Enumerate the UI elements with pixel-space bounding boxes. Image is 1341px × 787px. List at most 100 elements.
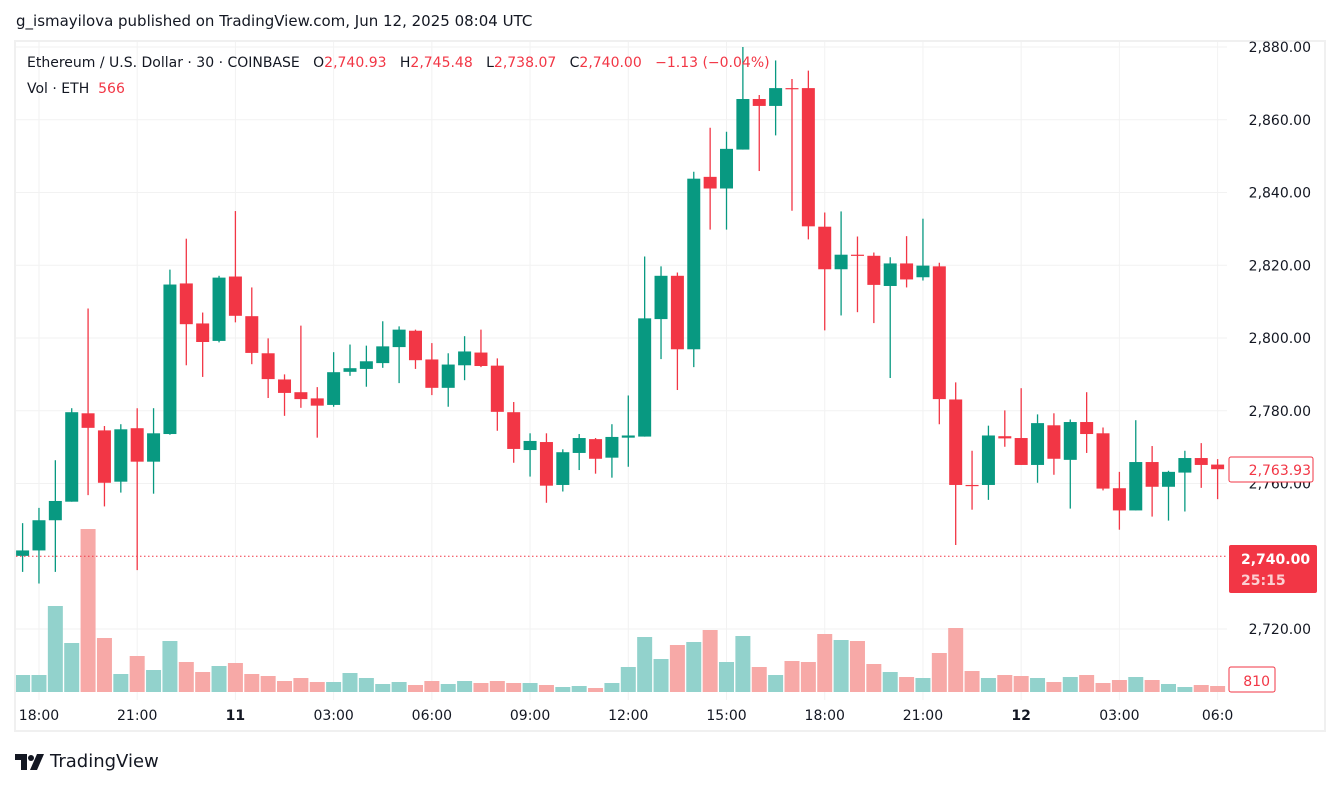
time-tick-label: 18:00 [19,708,59,724]
last-close-value: 2,763.93 [1249,463,1311,479]
candle-down[interactable] [97,426,111,507]
candle-up[interactable] [114,424,128,493]
current-price-label: 2,740.00 25:15 [1229,545,1317,593]
candle-up[interactable] [916,218,930,281]
candle-down[interactable] [1080,392,1094,453]
candle-up[interactable] [834,211,848,316]
candle-body [278,379,292,393]
candle-down[interactable] [490,358,504,431]
volume-bar [604,683,620,692]
candle-body [114,429,128,482]
candle-down[interactable] [408,329,422,369]
candle-down[interactable] [474,329,488,368]
candle-up[interactable] [376,321,390,368]
candle-up[interactable] [163,269,177,435]
candle-up[interactable] [621,395,635,467]
candle-down[interactable] [294,325,308,408]
candle-up[interactable] [720,131,734,230]
candle-down[interactable] [589,438,603,474]
candle-down[interactable] [949,382,963,545]
volume-bar [342,673,358,692]
candle-up[interactable] [638,256,652,437]
grid [16,42,1227,700]
candle-down[interactable] [196,312,210,377]
candle-down[interactable] [801,70,815,240]
candle-up[interactable] [48,460,62,572]
candle-body [359,361,373,369]
candle-down[interactable] [278,374,292,416]
candle-down[interactable] [850,236,864,313]
candle-up[interactable] [654,266,668,360]
candle-down[interactable] [998,410,1012,447]
candle-up[interactable] [883,257,897,379]
candle-down[interactable] [539,433,553,503]
volume-value: 810 [1243,674,1270,690]
candle-body [408,330,422,361]
candle-up[interactable] [1162,470,1175,521]
volume-bar [522,683,538,692]
volume-bar [637,637,653,692]
candle-down[interactable] [785,79,799,211]
candle-down[interactable] [1145,446,1159,517]
candle-up[interactable] [736,47,750,150]
candle-down[interactable] [670,272,684,391]
candle-down[interactable] [752,95,766,172]
candle-down[interactable] [1194,443,1208,488]
candle-up[interactable] [1063,419,1077,509]
candle-down[interactable] [425,343,439,396]
candle-up[interactable] [392,326,406,384]
candle-down[interactable] [703,127,717,230]
time-tick-label: 15:00 [706,708,746,724]
volume-bar [64,643,80,692]
candle-down[interactable] [130,408,144,571]
candle-up[interactable] [441,353,455,407]
candle-up[interactable] [605,424,619,478]
candle-down[interactable] [1112,471,1126,530]
open-label: O [313,55,325,71]
time-tick-label: 21:00 [903,708,943,724]
candle-down[interactable] [507,402,521,463]
candle-down[interactable] [932,262,946,425]
candle-up[interactable] [769,60,783,136]
candle-down[interactable] [867,252,881,324]
time-tick-label: 12:00 [608,708,648,724]
candle-down[interactable] [1014,388,1028,465]
candle-up[interactable] [458,336,472,381]
candle-down[interactable] [818,212,832,331]
candle-up[interactable] [523,433,537,477]
candle-up[interactable] [65,408,79,502]
candle-body [916,265,930,278]
candle-down[interactable] [179,238,193,366]
candle-up[interactable] [1129,420,1143,511]
candle-up[interactable] [212,275,226,343]
candle-up[interactable] [981,425,995,500]
candle-up[interactable] [147,408,161,494]
candle-down[interactable] [245,287,259,365]
volume-bar [866,664,882,692]
candle-up[interactable] [32,507,46,584]
candle-body [670,275,684,350]
tradingview-logo[interactable]: TradingView [15,751,159,772]
candle-down[interactable] [261,338,275,399]
candle-down[interactable] [900,236,914,288]
candle-up[interactable] [343,344,357,376]
candle-down[interactable] [1096,427,1110,491]
candle-up[interactable] [327,352,341,407]
candle-down[interactable] [965,450,979,510]
candle-up[interactable] [16,523,30,572]
candle-down[interactable] [81,308,95,496]
candle-down[interactable] [310,387,324,438]
change-value: −1.13 (−0.04%) [655,55,770,71]
candle-up[interactable] [556,449,570,492]
candle-down[interactable] [1211,459,1225,500]
candle-down[interactable] [1047,413,1061,475]
candle-up[interactable] [1031,414,1045,483]
candle-up[interactable] [687,171,701,368]
volume-bar [669,645,685,692]
candle-up[interactable] [572,434,586,471]
candle-down[interactable] [228,211,242,323]
candle-body [458,351,472,366]
candle-up[interactable] [359,345,373,387]
candle-up[interactable] [1178,450,1192,512]
